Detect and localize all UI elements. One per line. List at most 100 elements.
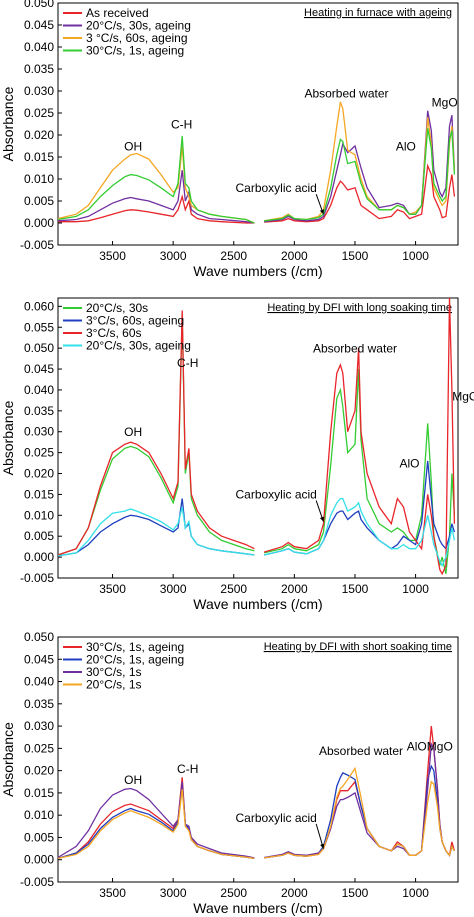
y-tick-label: 0.000	[24, 550, 54, 564]
legend-label-2: 3°C/s, 60s, ageing	[86, 314, 184, 328]
x-tick-label: 2000	[281, 886, 308, 900]
annotation-arrowhead	[320, 843, 325, 849]
y-tick-label: 0.045	[24, 652, 54, 666]
y-axis-label: Absorbance	[0, 86, 16, 161]
x-tick-label: 1000	[402, 886, 429, 900]
x-tick-label: 2500	[220, 249, 247, 263]
series-line-3	[58, 298, 456, 576]
peak-annotation: OH	[124, 139, 142, 153]
x-tick-label: 1000	[402, 582, 429, 596]
x-tick-label: 3500	[99, 886, 126, 900]
y-tick-label: -0.005	[20, 875, 54, 889]
x-tick-label: 3000	[160, 582, 187, 596]
chart-title: Heating by DFI with long soaking time	[267, 302, 452, 314]
y-tick-label: 0.045	[24, 18, 54, 32]
chart-title: Heating in furnace with ageing	[304, 7, 452, 19]
x-tick-label: 2000	[281, 249, 308, 263]
x-tick-label: 1000	[402, 249, 429, 263]
y-tick-label: 0.045	[24, 362, 54, 376]
y-tick-label: 0.030	[24, 719, 54, 733]
peak-annotation: Carboxylic acid	[235, 488, 316, 502]
legend-label-1: 30°C/s, 1s, ageing	[86, 640, 184, 654]
y-tick-label: 0.030	[24, 425, 54, 439]
x-tick-label: 3000	[160, 249, 187, 263]
peak-annotation: Absorbed water	[313, 341, 397, 355]
y-tick-label: 0.050	[24, 630, 54, 644]
x-axis-label: Wave numbers (/cm)	[193, 900, 322, 916]
series-line-4	[58, 766, 455, 860]
y-axis-label: Absorbance	[0, 722, 16, 797]
peak-annotation: AlO	[396, 139, 416, 153]
peak-annotation: Absorbed water	[319, 744, 403, 758]
series-line-3	[58, 101, 456, 224]
series-line-4	[58, 128, 456, 224]
peak-annotation: MgO	[432, 95, 458, 109]
y-tick-label: 0.040	[24, 40, 54, 54]
y-tick-label: 0.025	[24, 741, 54, 755]
peak-annotation: AlO	[407, 740, 427, 754]
y-tick-label: 0.010	[24, 508, 54, 522]
x-axis-label: Wave numbers (/cm)	[193, 263, 322, 279]
peak-annotation: MgO	[452, 389, 474, 403]
peak-annotation: Carboxylic acid	[235, 181, 316, 195]
y-tick-label: 0.020	[24, 128, 54, 142]
series-line-2	[58, 110, 456, 224]
y-tick-label: -0.005	[20, 238, 54, 252]
y-tick-label: 0.050	[24, 0, 54, 10]
y-tick-label: 0.025	[24, 446, 54, 460]
legend-label-3: 3°C/s, 60s	[86, 326, 142, 340]
y-tick-label: 0.005	[24, 830, 54, 844]
legend-label-1: As received	[86, 6, 149, 20]
x-tick-label: 3000	[160, 886, 187, 900]
chart-panel-1: -0.005 0.000 0.005 0.010 0.015 0.020 0.025 0.03…	[0, 0, 459, 279]
y-axis-label: Absorbance	[0, 400, 16, 475]
y-tick-label: 0.025	[24, 106, 54, 120]
chart-panel-2: -0.005 0.000 0.005 0.010 0.015 0.020 0.025 0.03…	[0, 297, 474, 612]
y-tick-label: 0.000	[24, 216, 54, 230]
legend-label-2: 20°C/s, 30s, ageing	[86, 19, 191, 33]
x-tick-label: 1500	[342, 886, 369, 900]
peak-annotation: Carboxylic acid	[235, 811, 316, 825]
plot-frame	[57, 2, 459, 246]
series-line-4	[58, 497, 456, 567]
y-tick-label: 0.020	[24, 764, 54, 778]
legend-label-2: 20°C/s, 1s, ageing	[86, 653, 184, 667]
y-tick-label: 0.010	[24, 172, 54, 186]
y-tick-label: 0.035	[24, 697, 54, 711]
y-tick-label: -0.005	[20, 571, 54, 585]
y-tick-label: 0.010	[24, 808, 54, 822]
y-tick-label: 0.035	[24, 62, 54, 76]
peak-annotation: AlO	[400, 456, 420, 470]
x-tick-label: 1500	[342, 582, 369, 596]
y-tick-label: 0.060	[24, 299, 54, 313]
y-tick-label: 0.015	[24, 487, 54, 501]
peak-annotation: C-H	[177, 356, 198, 370]
y-tick-label: 0.015	[24, 786, 54, 800]
peak-annotation: OH	[124, 425, 142, 439]
x-tick-label: 2000	[281, 582, 308, 596]
series-line-3	[58, 741, 455, 859]
y-tick-label: 0.050	[24, 341, 54, 355]
annotation-arrowhead	[319, 516, 325, 522]
y-tick-label: 0.035	[24, 404, 54, 418]
y-tick-label: 0.005	[24, 194, 54, 208]
y-tick-label: 0.020	[24, 467, 54, 481]
x-tick-label: 3500	[99, 582, 126, 596]
peak-annotation: Absorbed water	[304, 87, 388, 101]
legend-label-3: 3 °C/s, 60s, ageing	[86, 31, 188, 45]
legend-label-4: 20°C/s, 30s, ageing	[86, 339, 191, 353]
chart-panel-3: -0.005 0.000 0.005 0.010 0.015 0.020 0.025 0.03…	[0, 630, 459, 916]
y-tick-label: 0.055	[24, 320, 54, 334]
peak-annotation: C-H	[177, 762, 198, 776]
legend-label-4: 30°C/s, 1s, ageing	[86, 44, 184, 58]
x-axis-label: Wave numbers (/cm)	[193, 596, 322, 612]
y-tick-label: 0.000	[24, 853, 54, 867]
series-line-1	[58, 163, 456, 224]
peak-annotation: C-H	[171, 117, 192, 131]
x-tick-label: 2500	[220, 582, 247, 596]
peak-annotation: MgO	[427, 740, 453, 754]
peak-annotation: OH	[124, 773, 142, 787]
y-tick-label: 0.005	[24, 529, 54, 543]
annotation-arrowhead	[319, 209, 324, 215]
